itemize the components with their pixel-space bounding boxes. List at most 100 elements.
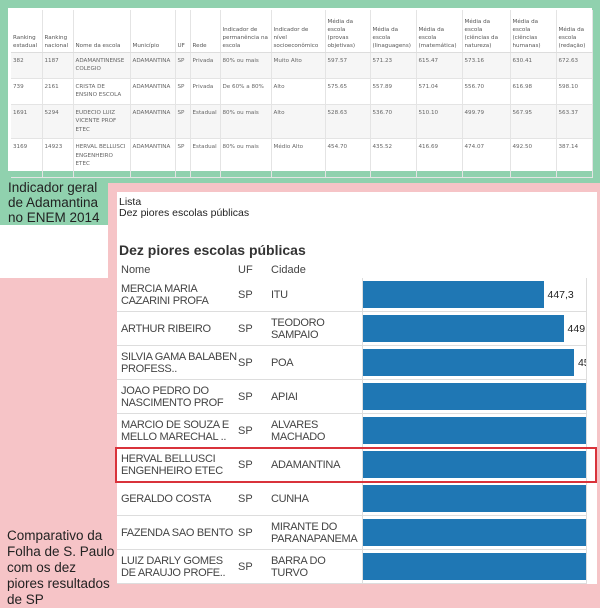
school-uf: SP — [238, 560, 253, 573]
table-cell: Privada — [190, 52, 221, 79]
list-item[interactable]: MARCIO DE SOUZA E MELLO MARECHAL .. SP ALV… — [117, 414, 586, 448]
divider — [362, 312, 363, 345]
school-city: BARRA DO TURVO — [271, 554, 326, 579]
divider — [362, 448, 363, 481]
table-header: Média da escola (provas objetivas) — [325, 10, 371, 53]
table-cell: 416.69 — [416, 138, 463, 178]
lista-title: Dez piores escolas públicas — [119, 242, 306, 258]
school-name: SILVIA GAMA BALABEN PROFESS.. — [121, 350, 237, 375]
highlight-box — [115, 447, 597, 483]
table-cell: ADAMANTINA — [130, 104, 176, 139]
table-header: Média da escola (ciências humanas) — [510, 10, 557, 53]
table-row: 3169 14923 HERVAL BELLUSCI ENGENHEIRO ETEC… — [11, 138, 593, 178]
table-cell: 528.63 — [325, 104, 371, 139]
table-header: Média da escola (matemática) — [416, 10, 463, 53]
table-row: 1691 5294 EUDECIO LUIZ VICENTE PROF ETEC AD… — [11, 104, 593, 139]
list-item[interactable]: ARTHUR RIBEIRO SP TEODORO SAMPAIO 449,6 — [117, 312, 586, 346]
table-cell: SP — [175, 78, 191, 105]
table-cell: 571.04 — [416, 78, 463, 105]
table-cell: 435.52 — [370, 138, 417, 178]
table-cell: ADAMANTINA — [130, 78, 176, 105]
score-bar — [363, 451, 586, 478]
table-row: 739 2161 CRISTA DE ENSINO ESCOLA ADAMANTINA… — [11, 78, 593, 105]
table-cell: 492.50 — [510, 138, 557, 178]
table-cell: 510.10 — [416, 104, 463, 139]
table-cell: 672.63 — [556, 52, 593, 79]
table-header: Município — [130, 10, 176, 53]
table-cell: 615.47 — [416, 52, 463, 79]
table-cell: 5294 — [42, 104, 74, 139]
col-header-uf[interactable]: UF — [238, 264, 253, 276]
score-bar — [363, 383, 586, 410]
lista-panel: Lista Dez piores escolas públicas Dez pio… — [117, 192, 597, 584]
table-header: Indicador de nível socioeconômico — [271, 10, 326, 53]
score-bar — [363, 315, 564, 342]
table-cell: 3169 — [11, 138, 43, 178]
table-header: Nome da escola — [73, 10, 131, 53]
table-cell: Alto — [271, 78, 326, 105]
score-value: 447,3 — [547, 288, 574, 301]
table-cell: 474.07 — [462, 138, 511, 178]
table-header: Ranking nacional — [42, 10, 74, 53]
school-uf: SP — [238, 322, 253, 335]
table-cell: 80% ou mais — [220, 104, 272, 139]
col-header-city[interactable]: Cidade — [271, 264, 306, 276]
score-value: 450,8 — [577, 356, 586, 369]
list-item[interactable]: JOAO PEDRO DO NASCIMENTO PROFSPAPIAI452,… — [117, 380, 586, 414]
score-bar — [363, 519, 586, 546]
table-cell: 739 — [11, 78, 43, 105]
school-city: ADAMANTINA — [271, 458, 341, 471]
school-uf: SP — [238, 424, 253, 437]
school-name: HERVAL BELLUSCI ENGENHEIRO ETEC — [121, 452, 223, 477]
table-cell: 557.89 — [370, 78, 417, 105]
table-cell: 387.14 — [556, 138, 593, 178]
table-cell: Alto — [271, 104, 326, 139]
list-item[interactable]: LUIZ DARLY GOMES DE ARAUJO PROFE.. SP BARR… — [117, 550, 586, 584]
table-cell: Estadual — [190, 104, 221, 139]
list-item[interactable]: FAZENDA SAO BENTO SP MIRANTE DO PARANAPANE… — [117, 516, 586, 550]
lista-rows[interactable]: MERCIA MARIA CAZARINI PROFA SP ITU 447,3 ART… — [117, 278, 587, 584]
table-cell: 575.65 — [325, 78, 371, 105]
table-cell: 1187 — [42, 52, 74, 79]
table-cell: 567.95 — [510, 104, 557, 139]
table-cell: 563.37 — [556, 104, 593, 139]
table-cell: SP — [175, 138, 191, 178]
divider — [362, 278, 363, 311]
table-row: 382 1187 ADAMANTINENSE COLEGIO ADAMANTINA SP… — [11, 52, 593, 79]
table-cell: 536.70 — [370, 104, 417, 139]
score-bar — [363, 281, 544, 308]
blank-area — [0, 225, 108, 278]
score-bar — [363, 553, 586, 580]
table-cell: 616.98 — [510, 78, 557, 105]
table-cell: EUDECIO LUIZ VICENTE PROF ETEC — [73, 104, 131, 139]
list-item[interactable]: MERCIA MARIA CAZARINI PROFA SP ITU 447,3 — [117, 278, 586, 312]
table-header: Média da escola (linaguagens) — [370, 10, 417, 53]
table-cell: Privada — [190, 78, 221, 105]
school-city: APIAI — [271, 390, 298, 403]
col-header-name[interactable]: Nome — [121, 264, 151, 276]
table-cell: 14923 — [42, 138, 74, 178]
school-uf: SP — [238, 390, 253, 403]
list-item[interactable]: GERALDO COSTASPCUNHA457,0 — [117, 482, 586, 516]
table-cell: 1691 — [11, 104, 43, 139]
enem-table: Ranking estadual Ranking nacional Nome da … — [11, 10, 593, 178]
school-name: ARTHUR RIBEIRO — [121, 322, 211, 335]
list-item[interactable]: HERVAL BELLUSCI ENGENHEIRO ETEC SP ADAMANT… — [117, 448, 586, 482]
divider — [362, 380, 363, 413]
school-uf: SP — [238, 458, 253, 471]
score-bar — [363, 417, 586, 444]
list-item[interactable]: SILVIA GAMA BALABEN PROFESS..SP POA 450,8 — [117, 346, 586, 380]
table-cell: ADAMANTINA — [130, 52, 176, 79]
table-cell: CRISTA DE ENSINO ESCOLA — [73, 78, 131, 105]
table-cell: 630.41 — [510, 52, 557, 79]
table-cell: De 60% a 80% — [220, 78, 272, 105]
school-city: MIRANTE DO PARANAPANEMA — [271, 520, 358, 545]
table-cell: ADAMANTINA — [130, 138, 176, 178]
table-header: Indicador de permanência na escola — [220, 10, 272, 53]
table-cell: SP — [175, 52, 191, 79]
score-value: 449,6 — [567, 322, 586, 335]
table-cell: 499.79 — [462, 104, 511, 139]
table-body: 382 1187 ADAMANTINENSE COLEGIO ADAMANTINA SP… — [11, 52, 593, 178]
caption-bottom: Comparativo da Folha de S. Paulo com os … — [7, 528, 115, 607]
school-city: POA — [271, 356, 294, 369]
